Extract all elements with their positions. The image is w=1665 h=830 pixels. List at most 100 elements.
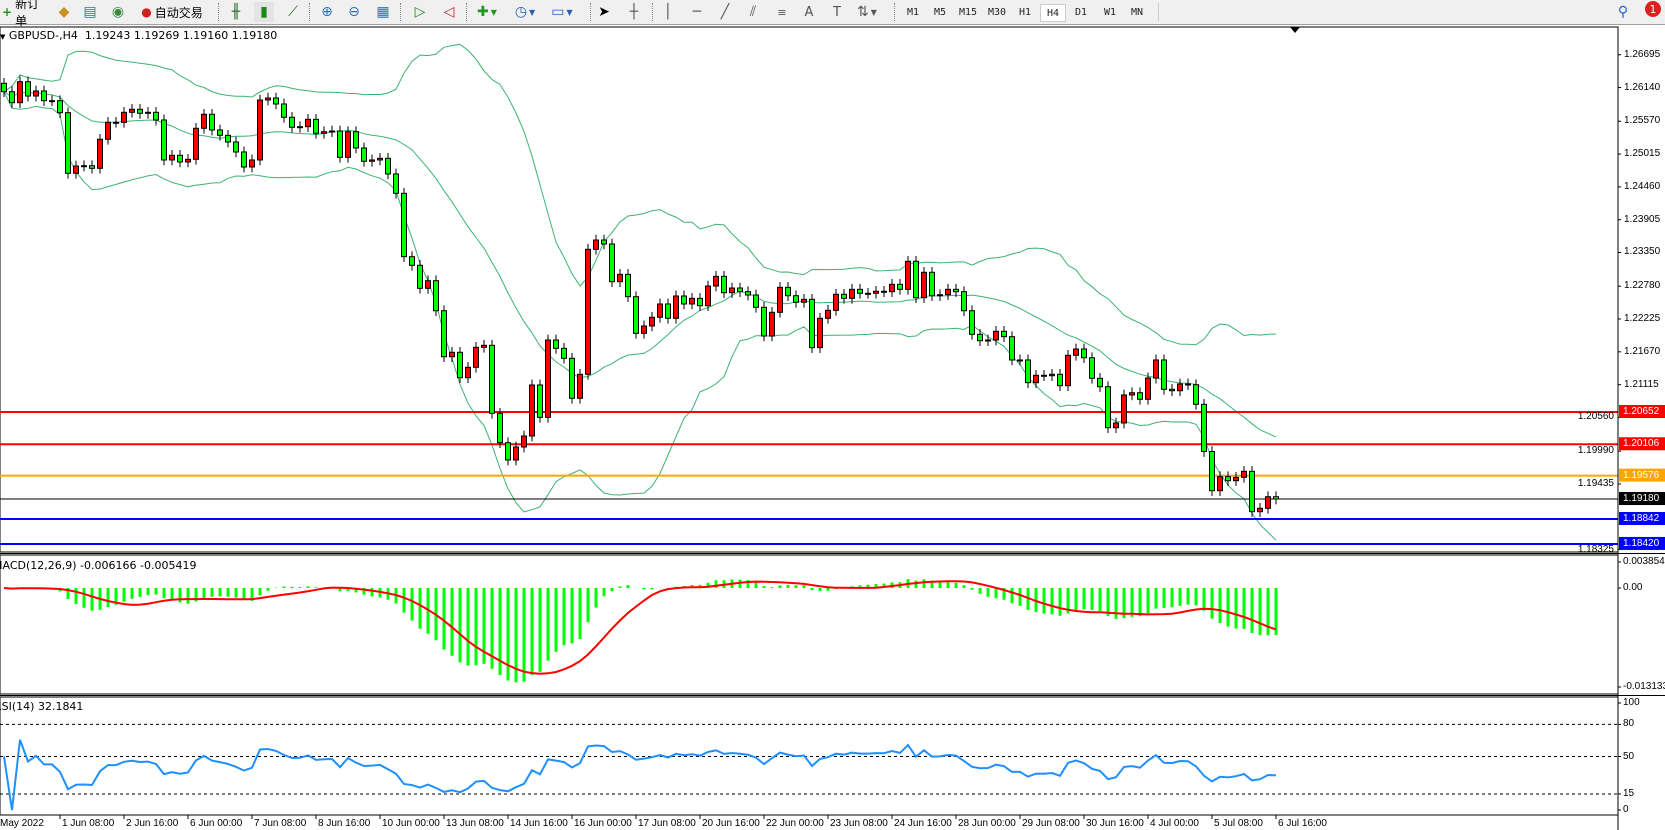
separator xyxy=(309,3,311,21)
line-chart-icon[interactable]: ⟋ xyxy=(288,4,298,20)
candlestick-icon[interactable]: ▮ xyxy=(254,2,274,22)
macd-tick-label: 0.003854 xyxy=(1623,556,1665,567)
candle xyxy=(1161,359,1167,390)
candle xyxy=(1273,496,1279,500)
auto-scroll-icon[interactable]: ▷ xyxy=(414,4,426,20)
timeframe-m15[interactable]: M15 xyxy=(958,6,978,18)
templates-icon[interactable]: ▭ ▼ xyxy=(551,4,573,20)
zoom-out-icon[interactable]: ⊖ xyxy=(348,4,360,20)
arrows-icon[interactable]: ⇅ ▼ xyxy=(857,4,877,20)
timeframe-d1[interactable]: D1 xyxy=(1074,6,1088,18)
price-tick-label: 1.20560 xyxy=(1577,411,1614,423)
timeframe-m30[interactable]: M30 xyxy=(987,6,1007,18)
candle xyxy=(313,118,319,134)
equidistant-channel-icon[interactable]: ⫽ xyxy=(749,4,757,20)
candle xyxy=(849,288,855,299)
candle xyxy=(729,287,735,294)
tile-windows-icon[interactable]: ▦ xyxy=(376,4,390,20)
separator xyxy=(218,3,220,21)
price-line-label: 1.18842 xyxy=(1623,513,1660,524)
candle xyxy=(817,317,823,349)
candle xyxy=(1033,374,1039,384)
candle xyxy=(177,154,183,163)
trendline-icon[interactable]: ╱ xyxy=(720,4,730,20)
time-tick-label: 1 Jun 08:00 xyxy=(62,818,115,829)
time-tick-label: 16 Jun 00:00 xyxy=(574,818,632,829)
rsi-tick-label: 80 xyxy=(1623,718,1635,730)
candle xyxy=(657,303,663,318)
candle xyxy=(233,141,239,153)
candle xyxy=(321,131,327,134)
data-window-icon[interactable]: ▤ xyxy=(83,4,97,20)
candle xyxy=(833,293,839,311)
time-tick-label: 7 Jun 08:00 xyxy=(254,818,307,829)
timeframe-m5[interactable]: M5 xyxy=(933,6,947,18)
bar-chart-icon[interactable]: ╫ xyxy=(231,4,241,20)
candle xyxy=(1049,373,1055,377)
price-tick-label: 1.23350 xyxy=(1624,246,1661,258)
symbol-label: GBPUSD-,H4 xyxy=(8,29,78,42)
candle xyxy=(1121,394,1127,424)
candle xyxy=(145,111,151,114)
new-order-button[interactable]: + 新订单 xyxy=(2,0,48,28)
new-order-icon: + xyxy=(2,5,13,19)
vertical-line-icon[interactable]: │ xyxy=(663,4,673,20)
separator xyxy=(1158,3,1160,21)
indicators-icon[interactable]: ✚ ▼ xyxy=(477,4,497,20)
candle xyxy=(449,351,455,358)
candle xyxy=(265,97,271,101)
candle xyxy=(961,291,967,312)
candle xyxy=(65,112,71,174)
candle xyxy=(1001,330,1007,338)
candle xyxy=(473,346,479,368)
candle xyxy=(1009,336,1015,361)
timeframe-m1[interactable]: M1 xyxy=(906,6,920,18)
market-watch-icon[interactable]: ◆ xyxy=(58,4,70,20)
chart-header: ▼ GBPUSD-,H4 1.19243 1.19269 1.19160 1.1… xyxy=(0,29,277,42)
candle xyxy=(753,294,759,308)
timeframe-mn[interactable]: MN xyxy=(1130,6,1144,18)
candle xyxy=(505,442,511,461)
auto-trading-button[interactable]: ● 自动交易 xyxy=(132,2,212,22)
toolbar: + 新订单 ◆ ▤ ◉ ● 自动交易 ╫ ▮ ⟋ ⊕ ⊖ ▦ ▷ ◁ ✚ ▼ ◷ ▼… xyxy=(0,0,1665,28)
candle xyxy=(273,97,279,105)
fibonacci-icon[interactable]: ≡ xyxy=(777,5,787,19)
candle xyxy=(929,271,935,297)
candle xyxy=(121,111,127,123)
macd-panel-frame xyxy=(0,554,1619,695)
candle xyxy=(41,90,47,102)
candle xyxy=(249,159,255,168)
search-icon[interactable]: ⚲ xyxy=(1617,4,1629,20)
text-icon[interactable]: A xyxy=(804,4,814,20)
candle xyxy=(9,91,15,104)
timeframe-h4[interactable]: H4 xyxy=(1040,4,1066,22)
candle xyxy=(105,121,111,140)
candle xyxy=(841,293,847,299)
zoom-in-icon[interactable]: ⊕ xyxy=(321,4,333,20)
time-tick-label: 13 Jun 08:00 xyxy=(446,818,504,829)
candle xyxy=(1225,476,1231,482)
candle xyxy=(897,283,903,290)
periods-icon[interactable]: ◷ ▼ xyxy=(514,4,536,20)
price-tick-label: 1.26695 xyxy=(1624,48,1661,60)
timeframe-h1[interactable]: H1 xyxy=(1018,6,1032,18)
candle xyxy=(433,280,439,312)
notification-icon[interactable]: 1 xyxy=(1645,1,1661,17)
candle xyxy=(57,100,63,114)
candle xyxy=(937,294,943,297)
candle xyxy=(713,275,719,287)
candle xyxy=(857,288,863,294)
horizontal-line-icon[interactable]: ─ xyxy=(692,4,702,20)
cursor-icon[interactable]: ➤ xyxy=(598,4,610,20)
text-label-icon[interactable]: T xyxy=(833,4,841,20)
auto-trading-icon: ● xyxy=(141,5,152,19)
chart-shift-icon[interactable]: ◁ xyxy=(443,4,455,20)
navigator-icon[interactable]: ◉ xyxy=(111,4,125,20)
crosshair-icon[interactable]: ┼ xyxy=(629,4,639,20)
timeframe-w1[interactable]: W1 xyxy=(1103,6,1117,18)
candle xyxy=(553,339,559,349)
rsi-tick-label: 15 xyxy=(1623,787,1635,799)
candle xyxy=(1073,348,1079,356)
time-tick-label: 23 Jun 08:00 xyxy=(830,818,888,829)
